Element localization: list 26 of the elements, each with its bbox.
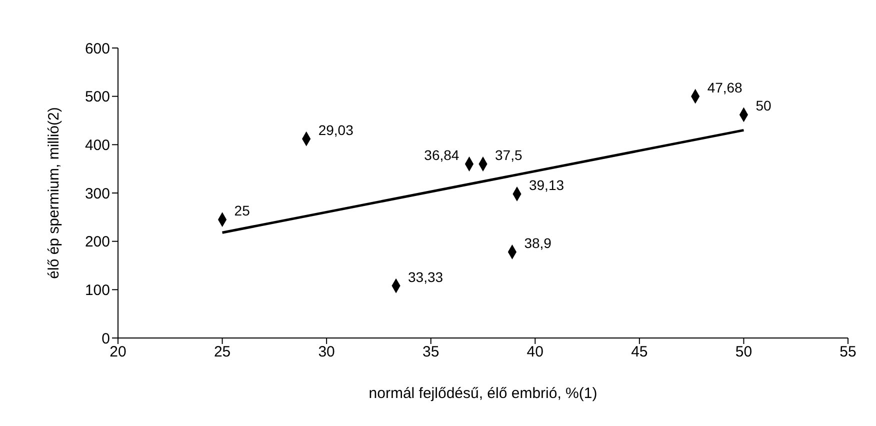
y-tick-label: 200 xyxy=(84,234,110,251)
x-tick-label: 25 xyxy=(214,344,231,361)
annotation: 33,33 xyxy=(408,268,444,285)
x-tick-label: 55 xyxy=(840,344,856,361)
x-axis-title: normál fejlődésű, élő embrió, %(1) xyxy=(368,385,598,402)
annotation: 37,5 xyxy=(495,147,522,163)
annotation: 38,9 xyxy=(524,234,552,251)
y-tick-label: 400 xyxy=(84,136,110,154)
annotation: 39,13 xyxy=(528,176,564,193)
y-tick-label: 600 xyxy=(84,40,110,58)
x-tick-label: 40 xyxy=(526,344,544,361)
y-tick-label: 0 xyxy=(102,330,110,348)
y-tick-label: 100 xyxy=(84,282,110,299)
annotation: 36,84 xyxy=(424,147,460,163)
annotation: 47,68 xyxy=(707,79,743,96)
annotation: 25 xyxy=(234,202,250,219)
y-axis-title: élő ép spermium, millió(2) xyxy=(45,107,62,279)
annotation: 29,03 xyxy=(318,122,354,138)
x-tick-label: 50 xyxy=(735,344,752,361)
x-tick-label: 45 xyxy=(631,344,648,361)
annotation: 50 xyxy=(756,98,772,114)
x-tick-label: 20 xyxy=(110,344,126,361)
x-tick-label: 30 xyxy=(318,344,335,361)
y-tick-label: 300 xyxy=(84,185,110,202)
x-tick-label: 35 xyxy=(422,344,440,361)
y-tick-label: 500 xyxy=(84,88,110,106)
